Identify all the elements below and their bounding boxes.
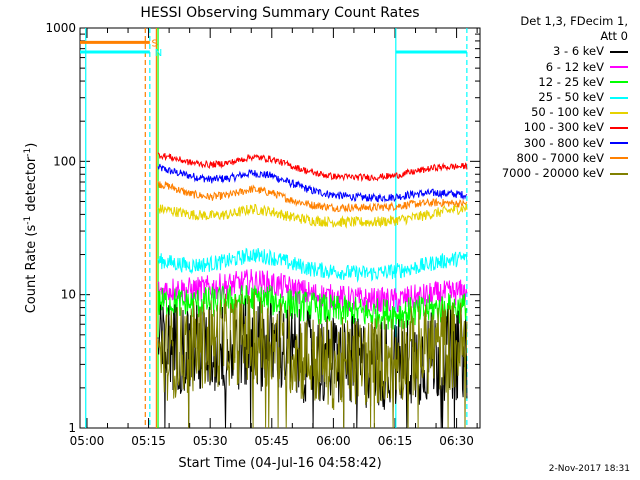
- legend-label: 300 - 800 keV: [523, 135, 604, 150]
- legend-swatch: [610, 81, 628, 84]
- series-line: [157, 291, 468, 429]
- chart-title: HESSI Observing Summary Count Rates: [140, 5, 419, 21]
- legend-swatch: [610, 111, 628, 114]
- legend-label: 100 - 300 keV: [523, 120, 604, 135]
- plot-timestamp: 2-Nov-2017 18:31: [548, 464, 630, 474]
- legend-swatch: [610, 51, 628, 53]
- series-line: [157, 268, 468, 315]
- legend-item: 12 - 25 keV: [468, 75, 628, 90]
- x-tick-label: 05:45: [254, 434, 289, 448]
- legend-item: 6 - 12 keV: [468, 60, 628, 75]
- x-tick-label: 06:15: [378, 434, 413, 448]
- legend-label: 12 - 25 keV: [538, 74, 604, 89]
- plot-frame: [79, 27, 481, 429]
- y-tick-label: 10: [61, 288, 76, 302]
- legend-swatch: [610, 172, 628, 175]
- x-tick-label: 05:30: [193, 434, 228, 448]
- series-line: [157, 181, 468, 213]
- legend-swatch: [610, 96, 628, 99]
- x-tick-label: 06:00: [316, 434, 351, 448]
- legend-item: 25 - 50 keV: [468, 90, 628, 105]
- y-tick-label: 100: [53, 154, 76, 168]
- legend-label: 7000 - 20000 keV: [501, 166, 604, 181]
- x-axis-label: Start Time (04-Jul-16 04:58:42): [178, 456, 381, 471]
- legend-label: 3 - 6 keV: [553, 44, 604, 59]
- y-tick-label: 1000: [45, 21, 76, 35]
- legend-swatch: [610, 66, 628, 69]
- x-tick-label: 06:30: [439, 434, 474, 448]
- legend-item: 100 - 300 keV: [468, 120, 628, 135]
- legend-item: 50 - 100 keV: [468, 105, 628, 120]
- legend-rows: 3 - 6 keV 6 - 12 keV 12 - 25 keV 25 - 50 ke…: [468, 44, 628, 181]
- series-line: [157, 284, 468, 330]
- legend-item: 3 - 6 keV: [468, 44, 628, 59]
- flag-label-n: N: [155, 48, 162, 59]
- series-line: [157, 152, 468, 183]
- x-tick-label: 05:15: [131, 434, 166, 448]
- legend-label: 25 - 50 keV: [538, 90, 604, 105]
- y-tick-label: 1: [68, 421, 76, 435]
- legend-item: 7000 - 20000 keV: [468, 166, 628, 181]
- legend-header-line-1: Det 1,3, FDecim 1,: [520, 14, 628, 28]
- legend-label: 800 - 7000 keV: [516, 150, 604, 165]
- legend-swatch: [610, 142, 628, 145]
- y-axis-label: Count Rate (s-1 detector-1): [23, 143, 39, 314]
- series-line: [157, 163, 468, 203]
- series-line: [157, 203, 468, 229]
- legend-header-line-2: Att 0: [600, 29, 628, 44]
- legend-item: 300 - 800 keV: [468, 136, 628, 151]
- legend: Det 1,3, FDecim 1, Att 0 3 - 6 keV 6 - 12…: [468, 14, 628, 181]
- legend-swatch: [610, 157, 628, 160]
- x-tick-label: 05:00: [70, 434, 105, 448]
- legend-item: 800 - 7000 keV: [468, 151, 628, 166]
- series-line: [157, 247, 468, 283]
- legend-label: 6 - 12 keV: [545, 59, 604, 74]
- legend-swatch: [610, 127, 628, 130]
- flag-label-s: S: [151, 38, 157, 49]
- legend-label: 50 - 100 keV: [531, 105, 604, 120]
